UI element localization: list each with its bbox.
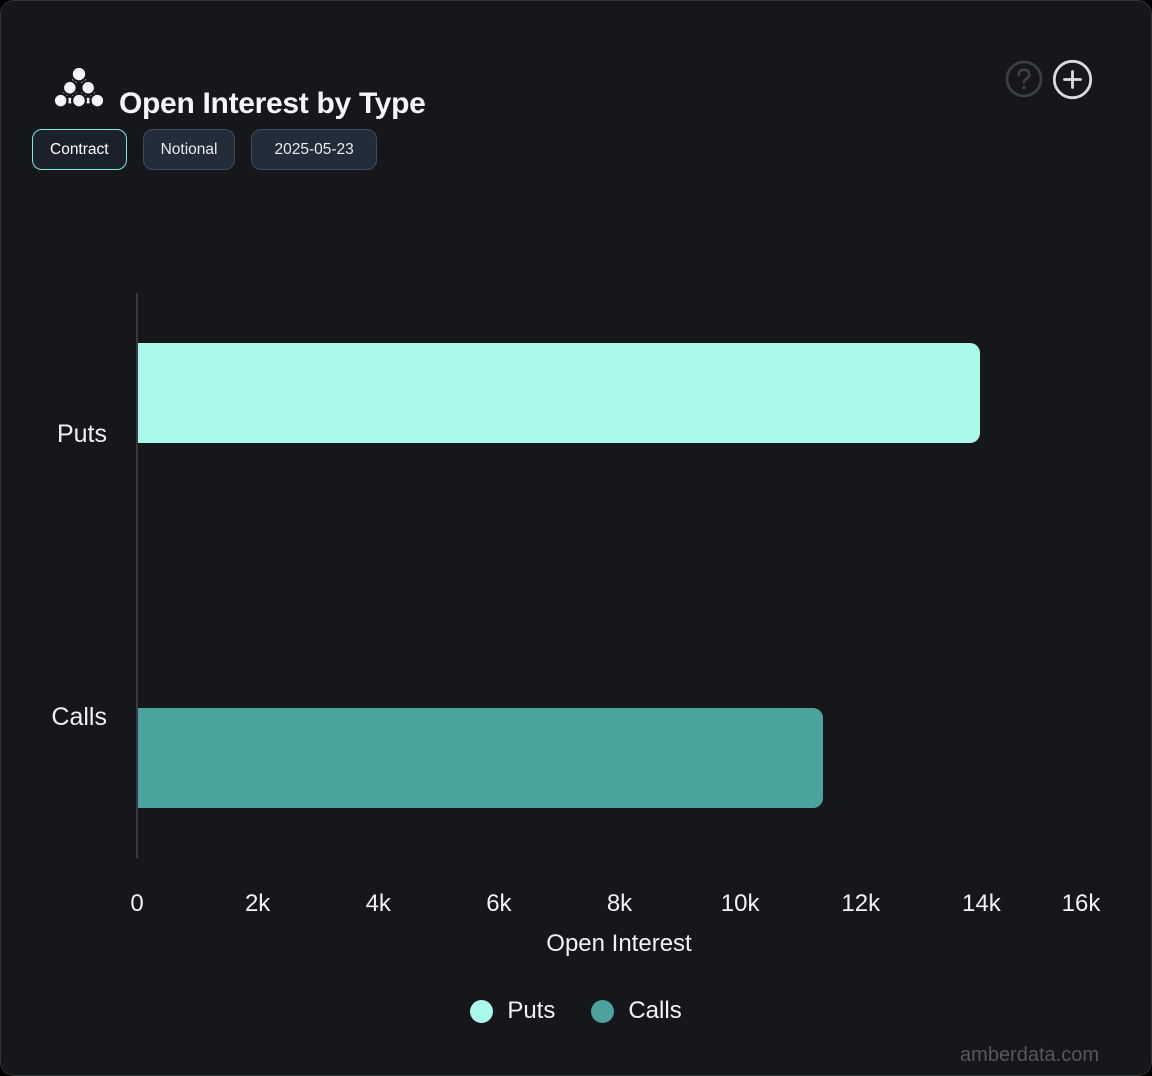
plus-icon: [1052, 59, 1093, 100]
x-tick-label: 8k: [606, 890, 633, 917]
x-tick-label: 12k: [841, 890, 881, 917]
question-mark-icon: [1005, 60, 1043, 98]
y-category-label-calls: Calls: [51, 702, 107, 731]
x-tick-label: 6k: [486, 890, 512, 917]
calls-bar[interactable]: [138, 707, 823, 808]
y-category-label-puts: Puts: [56, 420, 107, 449]
y-axis-line: [136, 293, 138, 858]
x-tick-label: 0: [130, 890, 144, 917]
contract-toggle-button[interactable]: Contract: [32, 129, 127, 170]
help-button[interactable]: [1005, 60, 1043, 98]
legend-item-calls[interactable]: Calls: [591, 997, 682, 1025]
x-tick-label: 14k: [962, 890, 1001, 917]
legend-marker-icon: [470, 999, 494, 1023]
legend-label: Puts: [507, 997, 556, 1024]
toolbar: Contract Notional 2025-05-23: [32, 129, 377, 170]
amberdata-logo-icon: [52, 65, 106, 107]
x-tick-label: 2k: [244, 890, 271, 917]
notional-toggle-button[interactable]: Notional: [142, 129, 236, 170]
legend-label: Calls: [628, 997, 682, 1024]
x-tick-label: 10k: [720, 890, 760, 917]
add-button[interactable]: [1052, 59, 1093, 100]
chart-title: Open Interest by Type: [119, 87, 426, 121]
x-axis-title: Open Interest: [546, 930, 692, 957]
x-tick-label: 4k: [365, 890, 391, 917]
x-tick-label: 16k: [1061, 890, 1101, 917]
chart-legend: Puts Calls: [1, 997, 1151, 1025]
watermark: amberdata.com: [960, 1044, 1099, 1066]
legend-marker-icon: [591, 999, 615, 1023]
date-selector-button[interactable]: 2025-05-23: [251, 129, 377, 170]
puts-bar[interactable]: [138, 343, 980, 444]
legend-item-puts[interactable]: Puts: [470, 997, 555, 1025]
